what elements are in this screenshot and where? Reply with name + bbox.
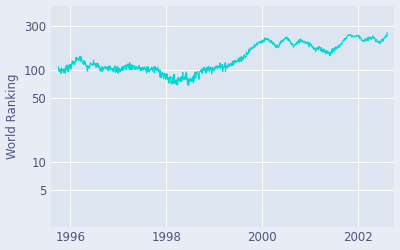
Y-axis label: World Ranking: World Ranking (6, 73, 18, 159)
